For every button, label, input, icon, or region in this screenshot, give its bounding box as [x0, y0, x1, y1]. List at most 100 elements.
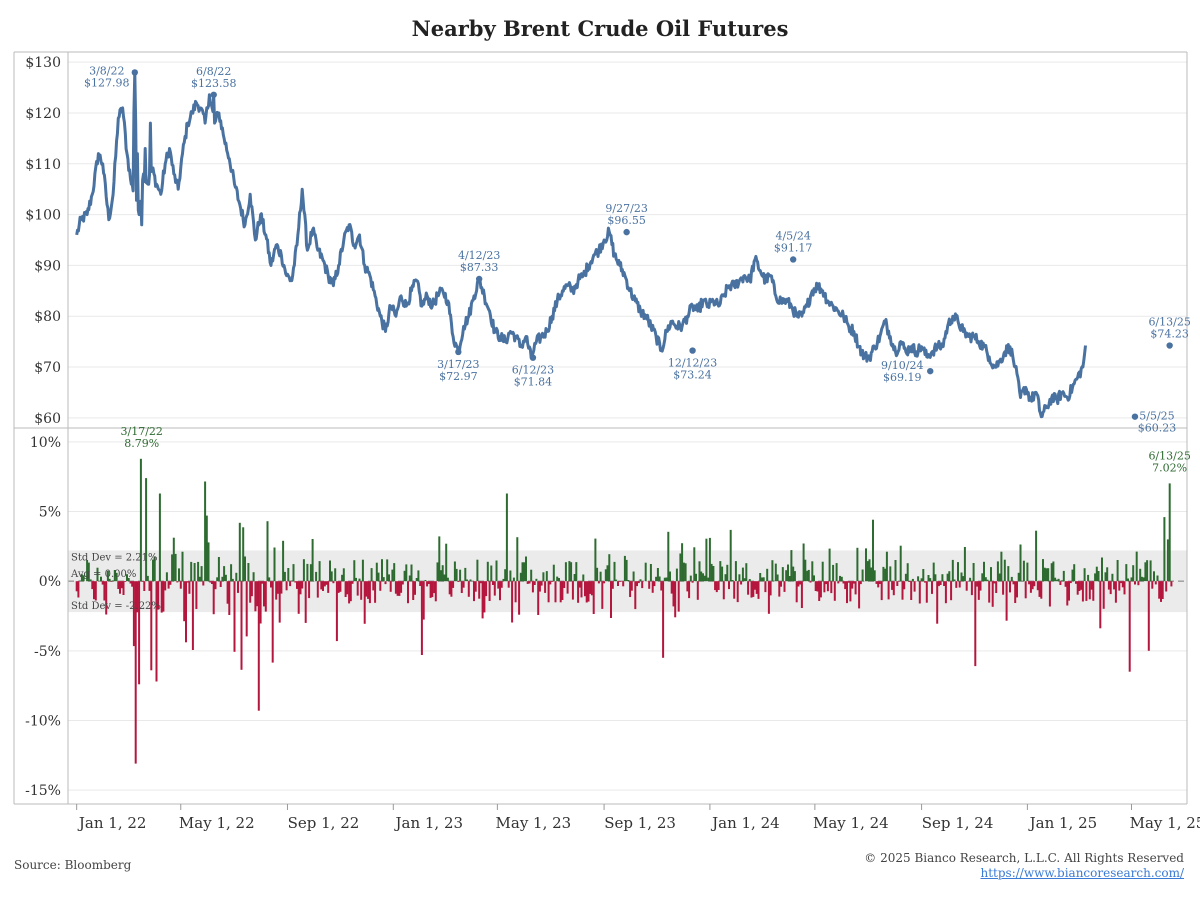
- return-bar: [323, 581, 326, 587]
- average-label: Avg = 0.00%: [70, 569, 136, 580]
- return-bar: [403, 570, 406, 582]
- return-bar: [660, 581, 663, 591]
- return-bar: [474, 581, 477, 592]
- return-bar: [361, 559, 364, 582]
- return-bar: [596, 567, 599, 582]
- return-bar: [571, 581, 574, 600]
- return-bar: [767, 581, 770, 614]
- return-bar: [1054, 577, 1057, 582]
- return-bar: [138, 581, 141, 685]
- return-bar: [79, 580, 82, 582]
- return-bar: [485, 581, 488, 597]
- return-bar: [1002, 581, 1005, 595]
- return-bar: [219, 581, 222, 587]
- brent-price-line: [75, 70, 1087, 419]
- price-y-tick: $90: [34, 258, 61, 274]
- return-bar: [112, 580, 115, 582]
- return-bar: [523, 562, 526, 582]
- return-bar: [880, 581, 883, 601]
- return-bar: [408, 575, 411, 582]
- return-bar: [486, 561, 489, 582]
- return-bar: [884, 568, 887, 582]
- return-bar: [1042, 559, 1044, 582]
- return-bar: [573, 574, 576, 582]
- return-bar: [368, 581, 371, 604]
- return-bar: [544, 581, 547, 593]
- return-bar: [728, 581, 730, 590]
- return-bar: [450, 581, 453, 597]
- return-bar: [1016, 581, 1018, 598]
- price-series: [75, 70, 1087, 419]
- return-bar: [318, 561, 321, 582]
- return-bar: [299, 581, 302, 595]
- return-bar: [198, 576, 201, 582]
- return-bar: [346, 581, 349, 595]
- return-bar: [809, 581, 812, 583]
- annotation-dot: [475, 275, 483, 283]
- return-bar: [766, 568, 769, 582]
- gridlines: [68, 61, 1187, 791]
- return-bar: [516, 537, 519, 582]
- annotation-price: $71.84: [514, 376, 553, 389]
- return-bar: [932, 562, 935, 582]
- return-bar: [304, 581, 307, 623]
- return-bar: [1085, 581, 1088, 601]
- return-bar: [549, 581, 552, 585]
- return-bar: [200, 566, 203, 582]
- annotation-date: 5/5/25: [1139, 410, 1174, 423]
- return-bar: [740, 581, 743, 585]
- return-bar: [963, 547, 966, 582]
- return-bar: [582, 574, 585, 582]
- price-y-tick: $110: [25, 157, 61, 173]
- return-bar: [677, 581, 680, 612]
- return-bar: [1048, 581, 1051, 607]
- return-bar: [427, 581, 430, 584]
- website-link[interactable]: https://www.biancoresearch.com/: [980, 866, 1184, 880]
- return-bar: [308, 581, 311, 599]
- return-bar: [1014, 581, 1017, 603]
- return-bar: [302, 559, 305, 582]
- return-bar: [939, 581, 942, 585]
- return-bar: [691, 581, 694, 583]
- return-bar: [1012, 581, 1015, 585]
- return-bar: [1028, 581, 1031, 585]
- return-bar: [393, 563, 396, 582]
- return-bar: [407, 581, 409, 604]
- return-bar: [790, 550, 793, 582]
- return-bar: [875, 581, 878, 584]
- return-bar: [445, 543, 448, 582]
- return-bar: [178, 568, 180, 582]
- return-bar: [349, 581, 352, 602]
- return-bar: [141, 581, 144, 582]
- annotation-dot: [789, 256, 797, 263]
- return-bar: [127, 578, 130, 582]
- return-bar: [297, 581, 300, 614]
- return-bar: [1095, 566, 1098, 582]
- return-bar: [1168, 483, 1171, 582]
- return-bar: [819, 581, 822, 598]
- return-bar: [856, 547, 859, 582]
- return-bar: [337, 581, 340, 593]
- return-bar: [519, 572, 522, 582]
- return-bar: [389, 581, 392, 592]
- return-bar: [233, 581, 236, 652]
- return-bar: [365, 581, 368, 597]
- return-bar: [625, 559, 628, 582]
- return-bar: [384, 581, 387, 585]
- return-bar: [94, 581, 97, 601]
- return-bar: [1078, 581, 1081, 591]
- return-bar: [348, 581, 351, 604]
- x-tick-label: Jan 1, 25: [1028, 814, 1098, 832]
- return-bar: [309, 564, 312, 582]
- return-bar: [781, 567, 784, 582]
- return-bar: [556, 576, 559, 582]
- return-bar: [266, 521, 269, 582]
- return-bar: [242, 527, 245, 582]
- x-tick-label: May 1, 23: [496, 814, 572, 832]
- return-bar: [1031, 581, 1034, 590]
- return-bar: [134, 581, 137, 764]
- return-bar: [301, 581, 304, 589]
- return-bar: [662, 581, 665, 658]
- return-bar: [1151, 581, 1154, 589]
- annotation-date: 6/8/22: [196, 65, 231, 78]
